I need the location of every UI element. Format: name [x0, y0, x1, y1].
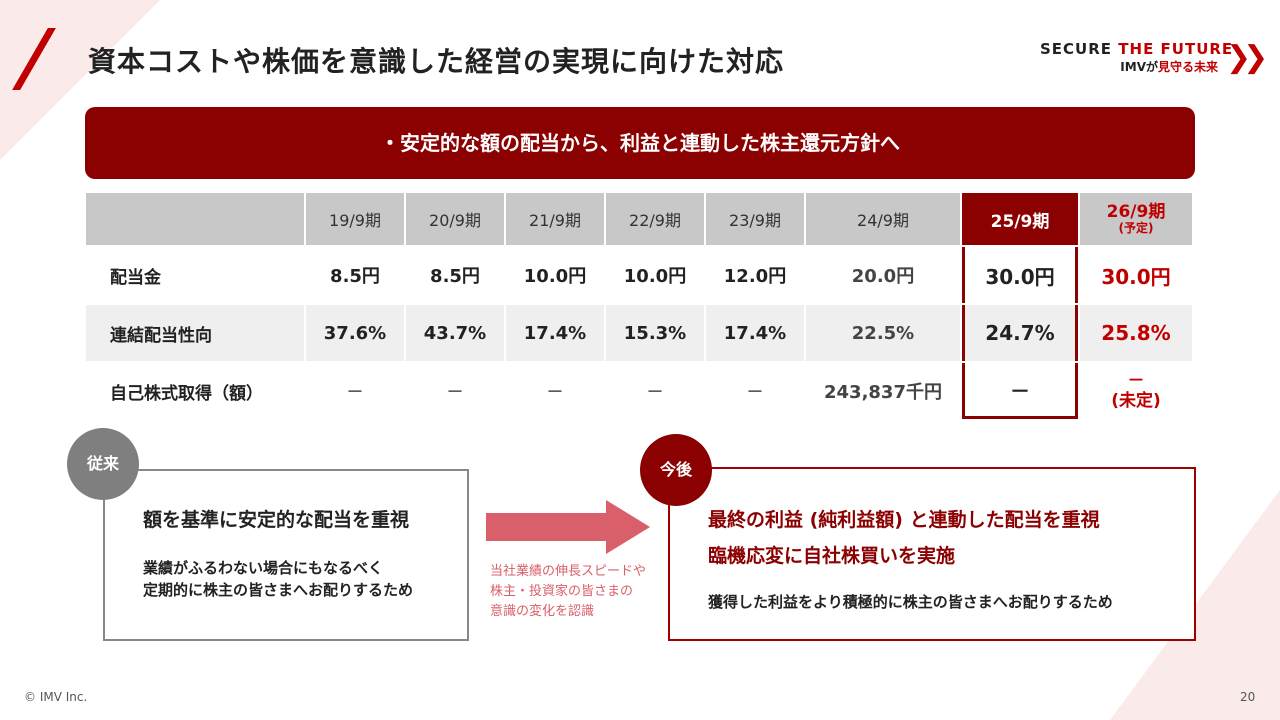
double-chevron-icon: ❯❯ — [1226, 40, 1268, 75]
transition-note: 当社業績の伸長スピードや 株主・投資家の皆さまの 意識の変化を認識 — [490, 564, 647, 619]
dividend-table: 19/9期 20/9期 21/9期 22/9期 23/9期 24/9期 25/9期 26/… — [84, 191, 1194, 421]
before-badge: 従来 — [67, 428, 139, 500]
page-title: 資本コストや株価を意識した経営の実現に向けた対応 — [88, 45, 785, 78]
table-header: 19/9期 20/9期 21/9期 22/9期 23/9期 24/9期 25/9期 26/… — [86, 193, 1192, 245]
before-box: 額を基準に安定的な配当を重視 業績がふるわない場合にもなるべく 定期的に株主の皆… — [103, 469, 469, 641]
table-row: 配当金 8.5円 8.5円 10.0円 10.0円 12.0円 20.0円 30.0円 30.… — [86, 247, 1192, 303]
after-box: 最終の利益 (純利益額) と連動した配当を重視 臨機応変に自社株買いを実施 獲得… — [668, 467, 1196, 641]
table-row: 連結配当性向 37.6% 43.7% 17.4% 15.3% 17.4% 22.5% 24.… — [86, 305, 1192, 361]
arrow-right-icon — [486, 500, 650, 554]
table-row: 自己株式取得（額） －－－－－ 243,837千円－ － (未定) — [86, 363, 1192, 419]
logo: SECURE THE FUTURE IMVが見守る未来 ❯❯ — [1040, 40, 1268, 75]
copyright: © IMV Inc. — [24, 690, 88, 704]
after-badge: 今後 — [640, 434, 712, 506]
page-number: 20 — [1240, 690, 1256, 704]
policy-banner: ・安定的な額の配当から、利益と連動した株主還元方針へ — [85, 107, 1195, 179]
